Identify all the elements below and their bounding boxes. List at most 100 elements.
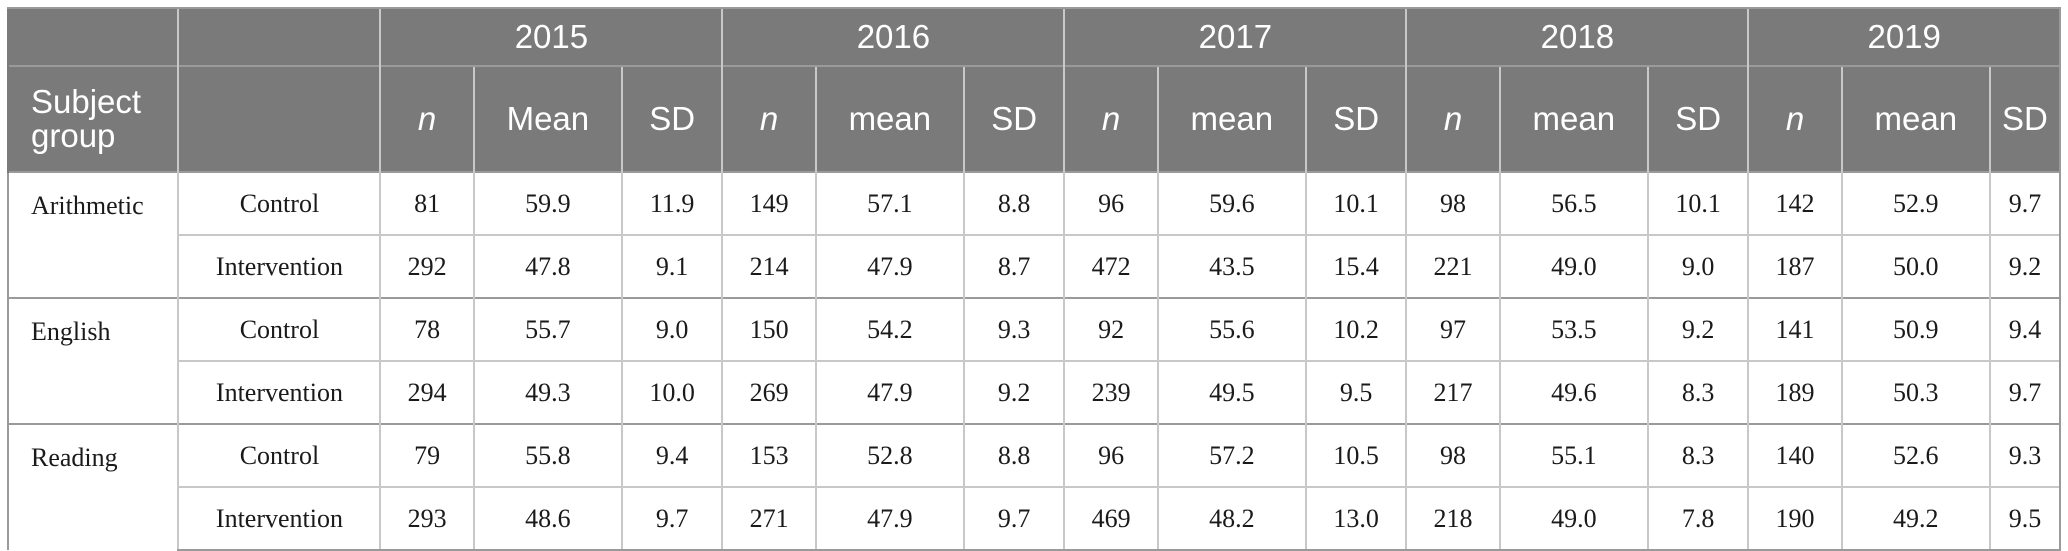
- subject-cell: Reading: [6, 423, 179, 550]
- header-empty-cell: [177, 7, 381, 66]
- value-cell-sd: 9.5: [1304, 360, 1407, 424]
- value-cell-n: 217: [1405, 360, 1500, 424]
- value-cell-n: 214: [721, 234, 816, 298]
- table-row: Intervention 293 48.6 9.7 271 47.9 9.7 469 48.2 1…: [8, 486, 2062, 551]
- value-cell-sd: 9.7: [1988, 360, 2062, 424]
- value-cell-n: 92: [1063, 297, 1158, 361]
- value-cell-mean: 49.6: [1498, 360, 1648, 424]
- value-cell-sd: 9.7: [620, 486, 723, 551]
- value-cell-sd: 13.0: [1304, 486, 1407, 551]
- value-cell-mean: 48.6: [472, 486, 622, 551]
- value-cell-mean: 49.3: [472, 360, 622, 424]
- value-cell-n: 79: [379, 423, 474, 487]
- value-cell-sd: 8.3: [1646, 360, 1749, 424]
- table-container: 2015 2016 2017 2018 2019 Subject group n…: [6, 7, 2062, 551]
- value-cell-n: 98: [1405, 171, 1500, 235]
- value-cell-sd: 8.3: [1646, 423, 1749, 487]
- value-cell-n: 239: [1063, 360, 1158, 424]
- value-cell-n: 269: [721, 360, 816, 424]
- value-cell-sd: 10.1: [1646, 171, 1749, 235]
- table-row: Intervention 294 49.3 10.0 269 47.9 9.2 239 49.5…: [8, 360, 2062, 424]
- value-cell-mean: 52.9: [1840, 171, 1990, 235]
- value-cell-mean: 47.9: [814, 234, 964, 298]
- value-cell-sd: 9.3: [1988, 423, 2062, 487]
- value-cell-mean: 47.9: [814, 486, 964, 551]
- value-cell-mean: 48.2: [1156, 486, 1306, 551]
- group-cell: Control: [177, 423, 381, 487]
- value-cell-mean: 55.1: [1498, 423, 1648, 487]
- value-cell-n: 142: [1747, 171, 1842, 235]
- value-cell-sd: 9.2: [1646, 297, 1749, 361]
- value-cell-n: 96: [1063, 171, 1158, 235]
- year-header: 2017: [1063, 7, 1407, 66]
- value-cell-mean: 50.0: [1840, 234, 1990, 298]
- column-header-n: n: [1747, 65, 1842, 172]
- value-cell-sd: 9.7: [1988, 171, 2062, 235]
- value-cell-mean: 50.3: [1840, 360, 1990, 424]
- column-header-sd: SD: [962, 65, 1065, 172]
- value-cell-n: 81: [379, 171, 474, 235]
- value-cell-n: 187: [1747, 234, 1842, 298]
- value-cell-sd: 15.4: [1304, 234, 1407, 298]
- value-cell-mean: 49.2: [1840, 486, 1990, 551]
- subject-group-header: Subject group: [6, 65, 179, 172]
- value-cell-n: 472: [1063, 234, 1158, 298]
- year-header: 2015: [379, 7, 723, 66]
- value-cell-mean: 59.9: [472, 171, 622, 235]
- value-cell-n: 221: [1405, 234, 1500, 298]
- value-cell-sd: 9.2: [1988, 234, 2062, 298]
- value-cell-n: 293: [379, 486, 474, 551]
- value-cell-mean: 59.6: [1156, 171, 1306, 235]
- value-cell-n: 469: [1063, 486, 1158, 551]
- value-cell-mean: 47.9: [814, 360, 964, 424]
- value-cell-sd: 10.0: [620, 360, 723, 424]
- value-cell-mean: 57.1: [814, 171, 964, 235]
- value-cell-mean: 49.0: [1498, 234, 1648, 298]
- column-header-mean: mean: [1156, 65, 1306, 172]
- value-cell-sd: 9.0: [620, 297, 723, 361]
- subject-cell: Arithmetic: [6, 171, 179, 298]
- group-cell: Intervention: [177, 360, 381, 424]
- value-cell-mean: 49.5: [1156, 360, 1306, 424]
- value-cell-mean: 52.8: [814, 423, 964, 487]
- group-cell: Intervention: [177, 486, 381, 551]
- value-cell-mean: 50.9: [1840, 297, 1990, 361]
- value-cell-mean: 55.7: [472, 297, 622, 361]
- value-cell-n: 78: [379, 297, 474, 361]
- column-header-mean: mean: [1840, 65, 1990, 172]
- table-row: English Control 78 55.7 9.0 150 54.2 9.3 92 55.6 1…: [6, 297, 2062, 424]
- value-cell-n: 292: [379, 234, 474, 298]
- value-cell-mean: 53.5: [1498, 297, 1648, 361]
- value-cell-sd: 9.7: [962, 486, 1065, 551]
- column-header-mean: Mean: [472, 65, 622, 172]
- column-header-n: n: [721, 65, 816, 172]
- table-row: Intervention 292 47.8 9.1 214 47.9 8.7 472 43.5 1…: [8, 234, 2062, 298]
- column-header-mean: mean: [1498, 65, 1648, 172]
- column-header-n: n: [1063, 65, 1158, 172]
- value-cell-mean: 54.2: [814, 297, 964, 361]
- year-header: 2018: [1405, 7, 1749, 66]
- value-cell-mean: 47.8: [472, 234, 622, 298]
- value-cell-sd: 8.8: [962, 171, 1065, 235]
- value-cell-n: 153: [721, 423, 816, 487]
- value-cell-mean: 55.8: [472, 423, 622, 487]
- value-cell-mean: 52.6: [1840, 423, 1990, 487]
- header-empty-cell: [6, 7, 179, 66]
- value-cell-sd: 9.0: [1646, 234, 1749, 298]
- column-header-sd: SD: [620, 65, 723, 172]
- value-cell-mean: 49.0: [1498, 486, 1648, 551]
- header-empty-cell: [177, 65, 381, 172]
- year-header-row: 2015 2016 2017 2018 2019: [6, 7, 2061, 66]
- value-cell-mean: 55.6: [1156, 297, 1306, 361]
- column-header-sd: SD: [1646, 65, 1749, 172]
- value-cell-sd: 9.4: [1988, 297, 2062, 361]
- value-cell-sd: 9.3: [962, 297, 1065, 361]
- column-header-sd: SD: [1304, 65, 1407, 172]
- group-cell: Intervention: [177, 234, 381, 298]
- value-cell-n: 189: [1747, 360, 1842, 424]
- value-cell-n: 98: [1405, 423, 1500, 487]
- value-cell-sd: 10.5: [1304, 423, 1407, 487]
- year-header: 2016: [721, 7, 1065, 66]
- value-cell-sd: 9.4: [620, 423, 723, 487]
- value-cell-sd: 9.2: [962, 360, 1065, 424]
